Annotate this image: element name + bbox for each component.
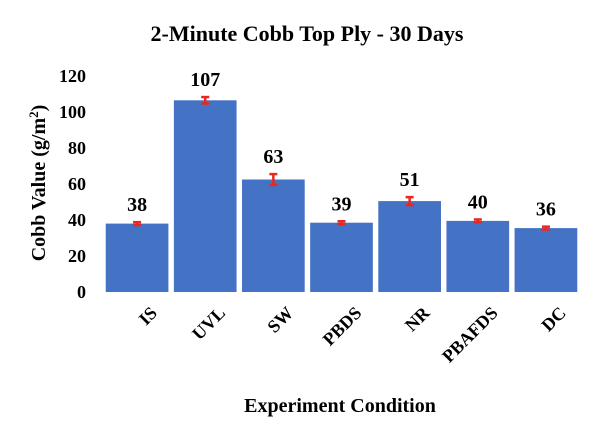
data-label: 36 — [536, 199, 556, 221]
y-axis-title-tail: ) — [28, 105, 50, 112]
data-label: 107 — [190, 69, 220, 91]
y-tick-label: 60 — [68, 174, 86, 194]
error-bars — [133, 95, 550, 231]
chart-title: 2-Minute Cobb Top Ply - 30 Days — [151, 21, 464, 46]
x-tick-label: UVL — [188, 303, 229, 344]
error-bar — [201, 95, 210, 105]
x-tick-label: DC — [537, 303, 570, 336]
y-tick-label: 120 — [59, 66, 86, 86]
y-tick-label: 100 — [59, 102, 86, 122]
y-tick-label: 40 — [68, 210, 86, 230]
y-axis-title-superscript: 2 — [26, 111, 41, 118]
x-tick-label: PBDS — [319, 303, 366, 350]
bar-is — [105, 223, 169, 292]
bar-uvl — [173, 100, 237, 292]
error-bar — [337, 220, 346, 226]
x-axis-categories: IS UVL SW PBDS NR PBAFDS DC — [135, 302, 570, 366]
x-axis-title: Experiment Condition — [244, 395, 436, 417]
y-axis-title: Cobb Value (g/m2) — [26, 105, 50, 262]
x-tick-label: NR — [401, 302, 434, 335]
x-tick-label: PBAFDS — [438, 303, 502, 367]
data-label: 38 — [127, 194, 147, 216]
x-tick-label: IS — [135, 303, 161, 329]
bar-pbafds — [446, 220, 510, 292]
x-tick-label: SW — [263, 303, 297, 337]
error-bar — [269, 172, 278, 187]
y-axis-ticks: 0 20 40 60 80 100 120 — [59, 66, 86, 302]
error-bar — [405, 195, 414, 207]
data-label: 63 — [263, 146, 283, 168]
data-labels: 38 107 63 39 51 40 36 — [127, 69, 556, 221]
data-label: 39 — [332, 193, 352, 215]
bars — [105, 100, 578, 292]
error-bar — [473, 218, 482, 224]
y-tick-label: 20 — [68, 246, 86, 266]
bar-sw — [242, 179, 305, 292]
data-label: 51 — [400, 169, 420, 191]
data-label: 40 — [468, 191, 488, 213]
y-axis-title-main: Cobb Value (g/m — [28, 118, 50, 262]
error-bar — [133, 220, 142, 227]
bar-nr — [378, 201, 441, 292]
y-tick-label: 80 — [68, 138, 86, 158]
bar-dc — [514, 228, 578, 292]
error-bar — [541, 225, 550, 231]
bar-pbds — [310, 222, 373, 292]
y-tick-label: 0 — [77, 282, 86, 302]
